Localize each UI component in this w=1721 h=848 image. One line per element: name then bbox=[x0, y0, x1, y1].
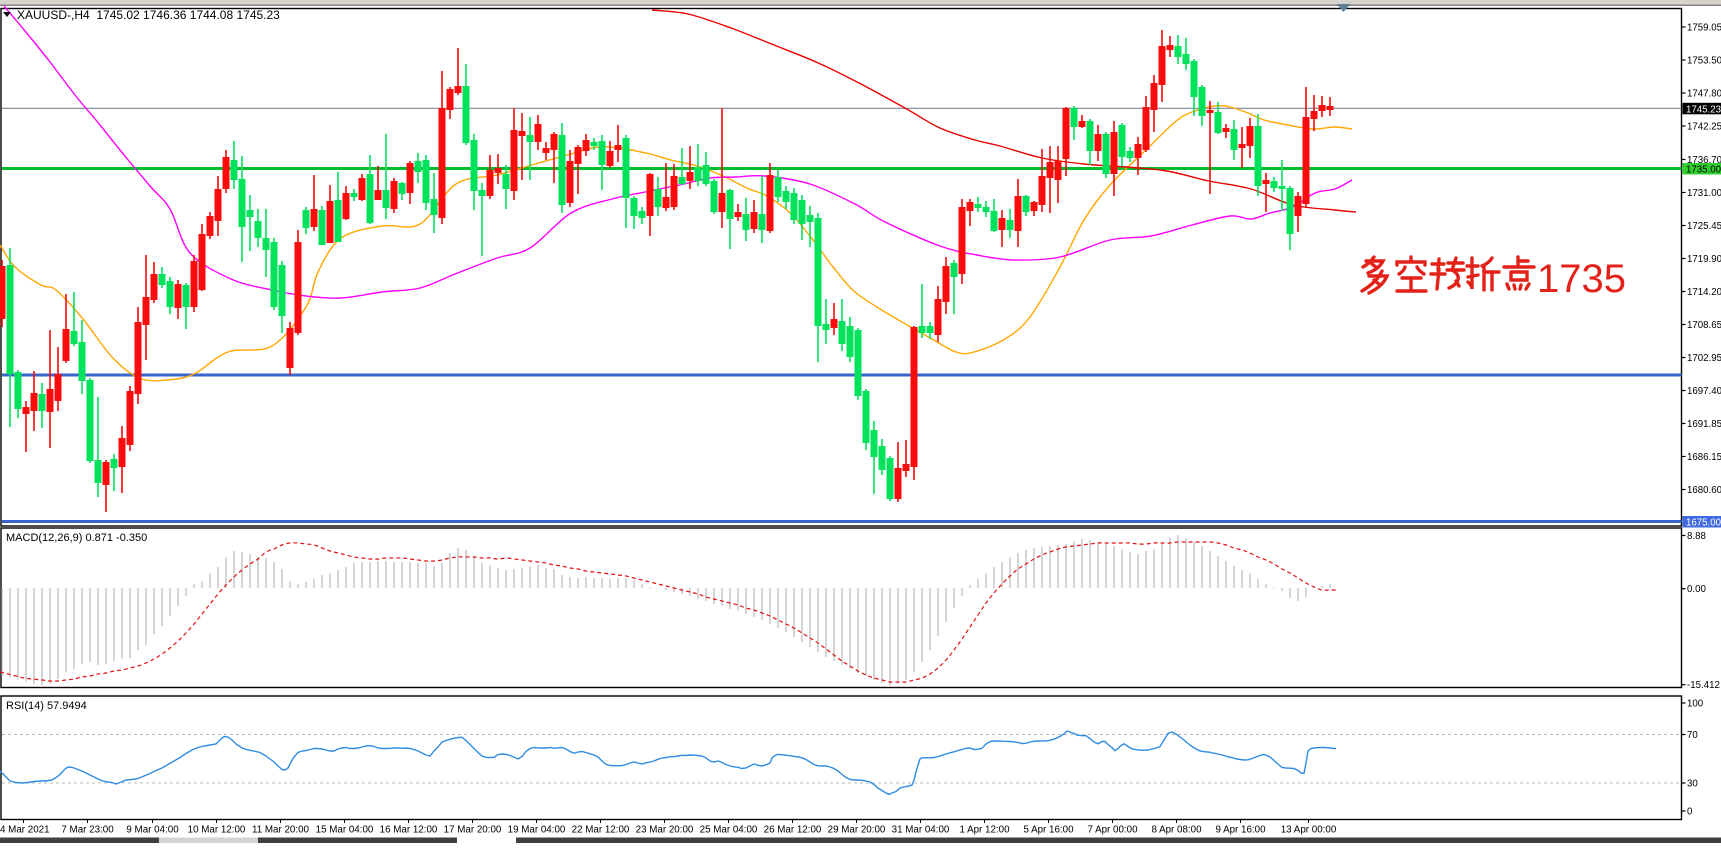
svg-text:1731.00: 1731.00 bbox=[1687, 188, 1721, 199]
svg-text:0: 0 bbox=[1687, 807, 1693, 818]
svg-text:1708.65: 1708.65 bbox=[1687, 320, 1721, 331]
svg-text:30: 30 bbox=[1687, 779, 1698, 790]
svg-text:5 Apr 16:00: 5 Apr 16:00 bbox=[1023, 825, 1074, 836]
svg-text:1747.80: 1747.80 bbox=[1687, 89, 1721, 100]
svg-text:1759.05: 1759.05 bbox=[1687, 23, 1721, 34]
svg-text:8.88: 8.88 bbox=[1687, 531, 1706, 542]
svg-text:XAUUSD-,H4 1745.02 1746.36 17: XAUUSD-,H4 1745.02 1746.36 1744.08 1745.… bbox=[17, 8, 280, 22]
svg-text:1680.60: 1680.60 bbox=[1687, 485, 1721, 496]
svg-text:1675.00: 1675.00 bbox=[1686, 518, 1721, 529]
svg-text:70: 70 bbox=[1687, 730, 1698, 741]
svg-text:1686.15: 1686.15 bbox=[1687, 452, 1721, 463]
svg-text:25 Mar 04:00: 25 Mar 04:00 bbox=[700, 825, 758, 836]
svg-text:29 Mar 20:00: 29 Mar 20:00 bbox=[828, 825, 886, 836]
svg-text:1697.40: 1697.40 bbox=[1687, 386, 1721, 397]
svg-text:1745.23: 1745.23 bbox=[1686, 104, 1721, 115]
svg-text:1691.85: 1691.85 bbox=[1687, 419, 1721, 430]
svg-text:23 Mar 20:00: 23 Mar 20:00 bbox=[636, 825, 694, 836]
svg-text:15 Mar 04:00: 15 Mar 04:00 bbox=[316, 825, 374, 836]
svg-text:8 Apr 08:00: 8 Apr 08:00 bbox=[1151, 825, 1202, 836]
svg-text:1719.90: 1719.90 bbox=[1687, 254, 1721, 265]
svg-text:7 Apr 00:00: 7 Apr 00:00 bbox=[1087, 825, 1138, 836]
svg-text:19 Mar 04:00: 19 Mar 04:00 bbox=[508, 825, 566, 836]
svg-text:1 Apr 12:00: 1 Apr 12:00 bbox=[959, 825, 1010, 836]
svg-text:RSI(14) 57.9494: RSI(14) 57.9494 bbox=[6, 700, 87, 712]
svg-text:1735: 1735 bbox=[1537, 257, 1626, 301]
svg-text:MACD(12,26,9) 0.871 -0.350: MACD(12,26,9) 0.871 -0.350 bbox=[6, 532, 147, 544]
svg-text:22 Mar 12:00: 22 Mar 12:00 bbox=[572, 825, 630, 836]
svg-text:100: 100 bbox=[1687, 699, 1704, 710]
svg-text:1725.45: 1725.45 bbox=[1687, 221, 1721, 232]
svg-text:1742.25: 1742.25 bbox=[1687, 122, 1721, 133]
svg-text:9 Apr 16:00: 9 Apr 16:00 bbox=[1215, 825, 1266, 836]
svg-text:9 Mar 04:00: 9 Mar 04:00 bbox=[126, 825, 179, 836]
svg-text:13 Apr 00:00: 13 Apr 00:00 bbox=[1281, 825, 1337, 836]
svg-text:11 Mar 20:00: 11 Mar 20:00 bbox=[252, 825, 310, 836]
svg-text:1735.00: 1735.00 bbox=[1686, 165, 1721, 176]
svg-text:17 Mar 20:00: 17 Mar 20:00 bbox=[444, 825, 502, 836]
svg-text:26 Mar 12:00: 26 Mar 12:00 bbox=[764, 825, 822, 836]
svg-text:-15.412: -15.412 bbox=[1687, 680, 1720, 691]
svg-text:7 Mar 23:00: 7 Mar 23:00 bbox=[61, 825, 114, 836]
svg-text:1714.20: 1714.20 bbox=[1687, 287, 1721, 298]
svg-text:0.00: 0.00 bbox=[1687, 584, 1706, 595]
svg-text:1753.50: 1753.50 bbox=[1687, 56, 1721, 67]
svg-text:10 Mar 12:00: 10 Mar 12:00 bbox=[188, 825, 246, 836]
svg-text:31 Mar 04:00: 31 Mar 04:00 bbox=[892, 825, 950, 836]
svg-text:4 Mar 2021: 4 Mar 2021 bbox=[0, 825, 50, 836]
svg-text:1702.95: 1702.95 bbox=[1687, 353, 1721, 364]
svg-text:16 Mar 12:00: 16 Mar 12:00 bbox=[380, 825, 438, 836]
